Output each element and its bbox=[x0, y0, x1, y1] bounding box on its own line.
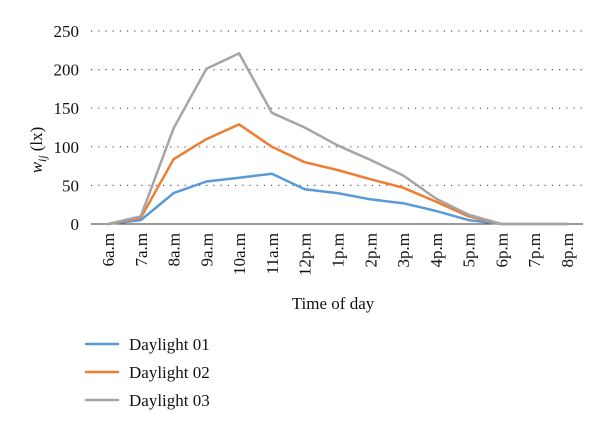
x-tick-label: 12p.m bbox=[296, 233, 315, 276]
series-line-3 bbox=[106, 52, 569, 226]
x-tick-label: 7a.m bbox=[132, 233, 151, 267]
x-tick-label: 7p.m bbox=[525, 233, 544, 267]
x-tick-label: 4p.m bbox=[427, 233, 446, 267]
x-tick-label: 11a.m bbox=[263, 233, 282, 274]
x-tick-label: 8p.m bbox=[558, 233, 577, 267]
x-tick-label: 9a.m bbox=[197, 233, 216, 267]
x-tick-label: 1p.m bbox=[329, 233, 348, 267]
x-tick-label: 3p.m bbox=[394, 233, 413, 267]
legend-label: Daylight 02 bbox=[129, 363, 210, 382]
legend-label: Daylight 01 bbox=[129, 335, 210, 354]
x-tick-label: 6p.m bbox=[492, 233, 511, 267]
y-axis-title-main: w bbox=[27, 161, 46, 173]
x-axis-ticks: 6a.m 7a.m 8a.m 9a.m 10a.m 11a.m 12p.m 1p.m 2p.m 3… bbox=[99, 233, 577, 276]
x-tick-label: 8a.m bbox=[165, 233, 184, 267]
y-tick-label: 100 bbox=[54, 138, 80, 157]
x-tick-label: 10a.m bbox=[230, 233, 249, 275]
y-tick-label: 0 bbox=[71, 215, 80, 234]
x-tick-label: 6a.m bbox=[99, 233, 118, 267]
legend-label: Daylight 03 bbox=[129, 391, 210, 410]
series bbox=[106, 52, 569, 226]
x-tick-label: 2p.m bbox=[361, 233, 380, 267]
legend: Daylight 01 Daylight 02 Daylight 03 bbox=[84, 335, 210, 410]
series-line-1 bbox=[106, 172, 569, 226]
series-line-2 bbox=[106, 123, 569, 226]
x-tick-label: 5p.m bbox=[460, 233, 479, 267]
y-axis-title: wij (lx) bbox=[27, 127, 49, 174]
y-tick-label: 50 bbox=[62, 176, 79, 195]
y-tick-label: 250 bbox=[54, 22, 80, 41]
y-axis-ticks: 0 50 100 150 200 250 bbox=[54, 22, 80, 234]
y-tick-label: 200 bbox=[54, 61, 80, 80]
y-axis-title-unit: (lx) bbox=[27, 127, 46, 152]
grid bbox=[91, 30, 583, 186]
x-axis-title: Time of day bbox=[292, 294, 375, 313]
y-axis-title-sub: ij bbox=[35, 155, 49, 162]
y-tick-label: 150 bbox=[54, 99, 80, 118]
